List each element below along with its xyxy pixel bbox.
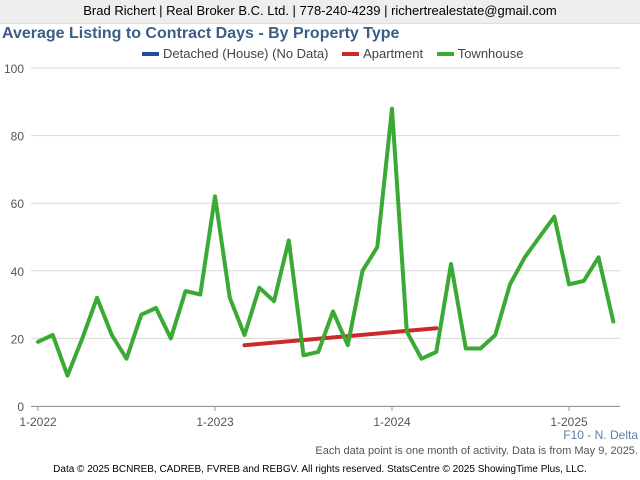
x-tick-label: 1-2023 [196, 415, 234, 429]
y-tick-label: 100 [4, 62, 24, 76]
legend-label-detached: Detached (House) (No Data) [163, 46, 329, 61]
region-label: F10 - N. Delta [563, 428, 638, 442]
x-tick-label: 1-2025 [550, 415, 588, 429]
chart-legend: Detached (House) (No Data) Apartment Tow… [142, 46, 533, 62]
x-tick-label: 1-2022 [19, 415, 57, 429]
data-footnote: Each data point is one month of activity… [315, 445, 638, 457]
y-tick-label: 0 [17, 400, 24, 414]
contact-info: Brad Richert | Real Broker B.C. Ltd. | 7… [83, 3, 557, 18]
legend-item-apartment: Apartment [342, 46, 423, 61]
legend-item-townhouse: Townhouse [436, 46, 524, 61]
legend-item-detached: Detached (House) (No Data) [142, 46, 328, 61]
y-tick-label: 40 [11, 265, 25, 279]
legend-swatch-apartment [342, 51, 360, 56]
chart-title: Average Listing to Contract Days - By Pr… [2, 25, 400, 42]
y-tick-label: 60 [11, 197, 25, 211]
contact-bar: Brad Richert | Real Broker B.C. Ltd. | 7… [0, 0, 640, 24]
legend-swatch-townhouse [436, 51, 454, 56]
legend-label-townhouse: Townhouse [457, 46, 524, 61]
y-tick-label: 80 [11, 130, 25, 144]
legend-swatch-detached [142, 51, 159, 56]
y-tick-label: 20 [11, 332, 25, 346]
copyright-notice: Data © 2025 BCNREB, CADREB, FVREB and RE… [53, 464, 587, 475]
legend-label-apartment: Apartment [363, 46, 424, 61]
series-line-townhouse [36, 106, 616, 378]
series-line-apartment [242, 326, 439, 348]
x-tick-label: 1-2024 [373, 415, 411, 429]
